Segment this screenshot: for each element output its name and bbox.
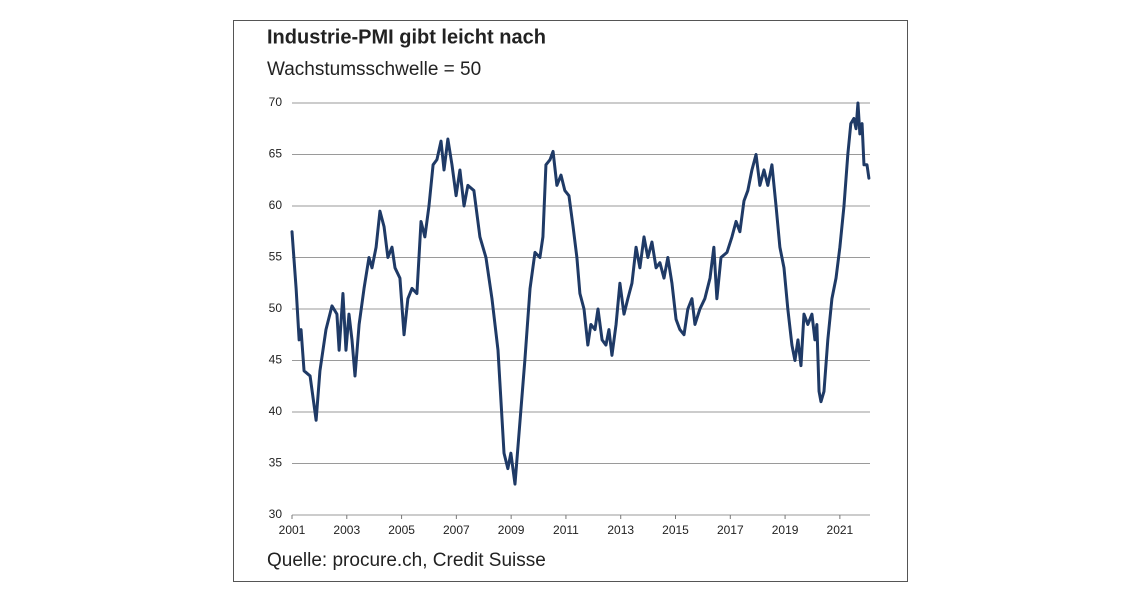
y-tick-label: 30: [269, 507, 283, 521]
x-tick-label: 2005: [388, 523, 415, 537]
frame: [233, 20, 908, 582]
x-tick-label: 2007: [443, 523, 470, 537]
x-tick-label: 2003: [333, 523, 360, 537]
chart-subtitle: Wachstumsschwelle = 50: [267, 59, 481, 80]
y-tick-label: 45: [269, 353, 283, 367]
x-tick-label: 2009: [498, 523, 525, 537]
x-tick-label: 2011: [553, 523, 579, 537]
y-tick-label: 35: [269, 456, 283, 470]
x-tick-label: 2021: [827, 523, 854, 537]
chart-title: Industrie-PMI gibt leicht nach: [267, 26, 546, 48]
pmi-line: [290, 101, 871, 486]
y-tick-label: 70: [269, 95, 283, 109]
x-tick-label: 2013: [607, 523, 634, 537]
y-tick-label: 60: [269, 198, 283, 212]
x-tick-label: 2001: [279, 523, 306, 537]
y-tick-label: 65: [269, 147, 283, 161]
y-tick-label: 55: [269, 250, 283, 264]
y-tick-label: 40: [269, 404, 283, 418]
source: Quelle: procure.ch, Credit Suisse: [267, 550, 546, 571]
y-tick-label: 50: [269, 301, 283, 315]
x-tick-label: 2017: [717, 523, 744, 537]
x-tick-label: 2019: [772, 523, 799, 537]
x-tick-label: 2015: [662, 523, 689, 537]
